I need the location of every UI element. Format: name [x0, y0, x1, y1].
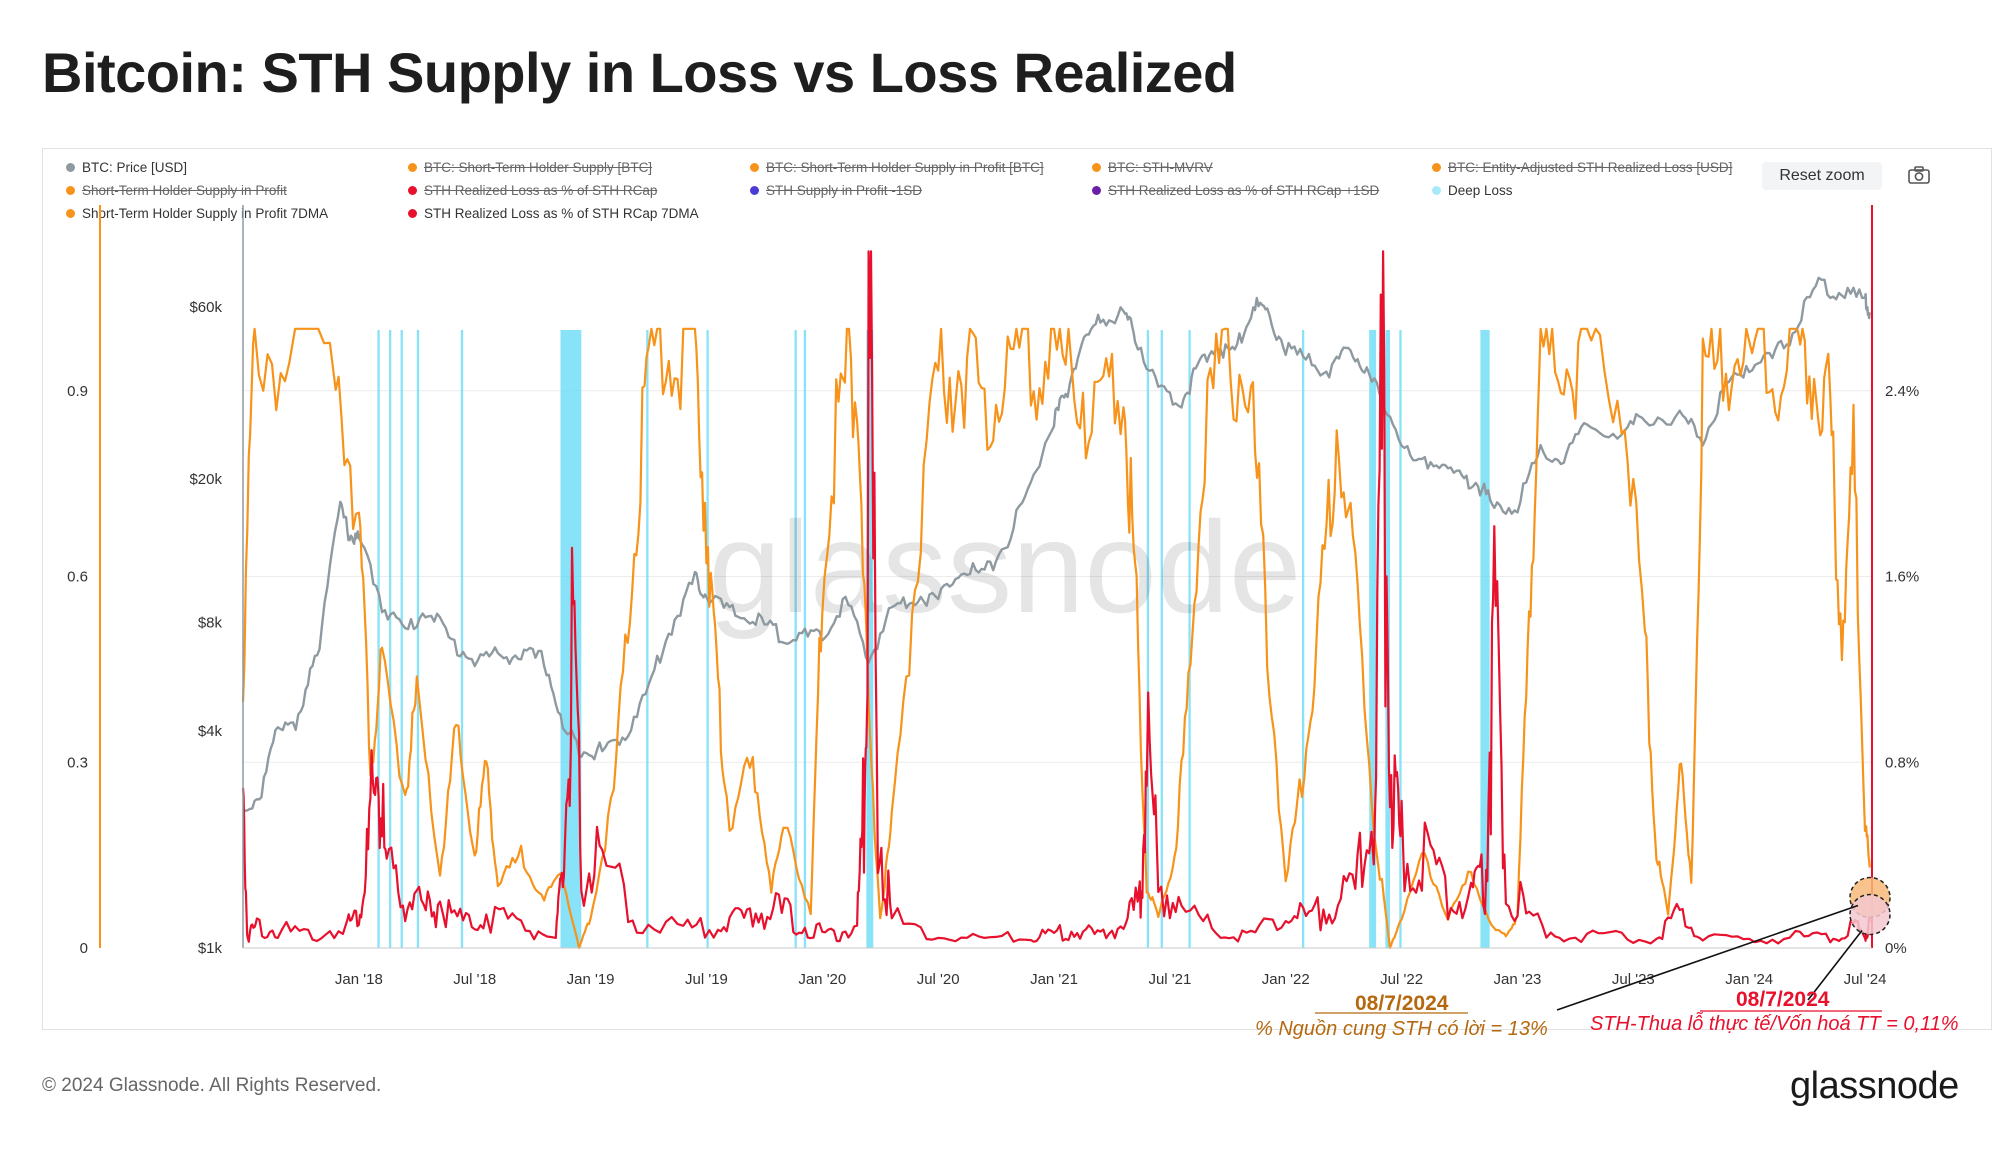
x-tick-label: Jul '24 [1844, 971, 1887, 988]
price-tick-label: $4k [198, 723, 223, 740]
deep-loss-band [1188, 330, 1191, 948]
legend-item-price[interactable]: BTC: Price [USD] [66, 160, 187, 175]
deep-loss-band [460, 330, 464, 948]
x-tick-label: Jan '18 [335, 971, 383, 988]
brand-logo: glassnode [1790, 1065, 1959, 1107]
price-tick-label: $1k [198, 940, 223, 957]
x-tick-label: Jan '21 [1030, 971, 1078, 988]
legend-item-realized-loss-pct[interactable]: STH Realized Loss as % of STH RCap [408, 183, 657, 198]
x-tick-label: Jan '22 [1262, 971, 1310, 988]
deep-loss-band [416, 330, 420, 948]
red-leader-line [1807, 929, 1863, 1001]
red-annotation-text: STH-Thua lỗ thực tế/Vốn hoá TT = 0,11% [1590, 1013, 1959, 1035]
camera-icon[interactable] [1908, 166, 1930, 184]
series-line-1 [241, 327, 1871, 950]
series-line-0 [242, 276, 1871, 813]
deep-loss-band [646, 330, 649, 948]
deep-loss-band [388, 330, 392, 948]
series-line-2 [241, 250, 1871, 945]
series-lines [241, 250, 1871, 950]
legend-item-sth-supply[interactable]: BTC: Short-Term Holder Supply [BTC] [408, 160, 652, 175]
legend-item-profit-7dma[interactable]: Short-Term Holder Supply in Profit 7DMA [66, 206, 328, 221]
copyright: © 2024 Glassnode. All Rights Reserved. [42, 1075, 382, 1096]
left-tick-label: 0.3 [67, 754, 88, 771]
left-tick-label: 0 [80, 940, 88, 957]
x-tick-label: Jul '20 [917, 971, 960, 988]
right-tick-label: 0.8% [1885, 754, 1919, 771]
left-tick-label: 0.6 [67, 569, 88, 586]
deep-loss-band [1369, 330, 1377, 948]
x-tick-label: Jul '22 [1380, 971, 1423, 988]
x-tick-label: Jul '23 [1612, 971, 1655, 988]
legend-item-sth-realized-loss[interactable]: BTC: Entity-Adjusted STH Realized Loss [… [1432, 160, 1732, 175]
deep-loss-band [400, 330, 403, 948]
legend-item-sth-supply-profit-btc[interactable]: BTC: Short-Term Holder Supply in Profit … [750, 160, 1044, 175]
markers [1315, 876, 1891, 1014]
red-annotation-date: 08/7/2024 [1736, 988, 1830, 1011]
orange-annotation-date: 08/7/2024 [1355, 992, 1449, 1015]
deep-loss-band [1301, 330, 1305, 948]
legend-item-profit-minus-1sd[interactable]: STH Supply in Profit -1SD [750, 183, 922, 198]
right-tick-label: 0% [1885, 940, 1907, 957]
x-tick-label: Jul '21 [1148, 971, 1191, 988]
x-tick-label: Jan '19 [567, 971, 615, 988]
x-tick-label: Jul '18 [453, 971, 496, 988]
watermark: glassnode [709, 494, 1302, 640]
left-tick-label: 0.9 [67, 383, 88, 400]
legend-item-deep-loss[interactable]: Deep Loss [1432, 183, 1513, 198]
right-tick-label: 2.4% [1885, 383, 1919, 400]
reset-zoom-button[interactable]: Reset zoom [1762, 162, 1882, 190]
orange-leader-line [1556, 904, 1859, 1011]
price-tick-label: $8k [198, 614, 223, 631]
x-tick-label: Jan '24 [1725, 971, 1773, 988]
legend-item-sth-mvrv[interactable]: BTC: STH-MVRV [1092, 160, 1213, 175]
red-highlight-marker [1849, 893, 1891, 936]
right-tick-label: 1.6% [1885, 569, 1919, 586]
x-tick-label: Jul '19 [685, 971, 728, 988]
page-title: Bitcoin: STH Supply in Loss vs Loss Real… [42, 41, 1237, 104]
price-tick-label: $20k [189, 471, 222, 488]
deep-loss-band [377, 330, 380, 948]
legend-item-loss-plus-1sd[interactable]: STH Realized Loss as % of STH RCap +1SD [1092, 183, 1379, 198]
deep-loss-band [866, 330, 874, 948]
chart-frame [42, 148, 1992, 1030]
tick-labels: $1k $4k $8k $20k $60k 0 0.3 0.6 0.9 0% 0.8% 1.6% 2.4… [67, 299, 1919, 988]
legend-item-loss-7dma[interactable]: STH Realized Loss as % of STH RCap 7DMA [408, 206, 699, 221]
legend-item-sth-supply-profit[interactable]: Short-Term Holder Supply in Profit [66, 183, 287, 198]
deep-loss-band [1160, 330, 1163, 948]
deep-loss-band [1146, 330, 1150, 948]
price-tick-label: $60k [189, 299, 222, 316]
x-tick-label: Jan '20 [798, 971, 846, 988]
deep-loss-band [803, 330, 807, 948]
deep-loss-band [1480, 330, 1490, 948]
deep-loss-band [1399, 330, 1402, 948]
orange-annotation-text: % Nguồn cung STH có lời = 13% [1255, 1018, 1548, 1040]
axes [99, 205, 1873, 949]
x-tick-label: Jan '23 [1494, 971, 1542, 988]
deep-loss-band [706, 330, 709, 948]
